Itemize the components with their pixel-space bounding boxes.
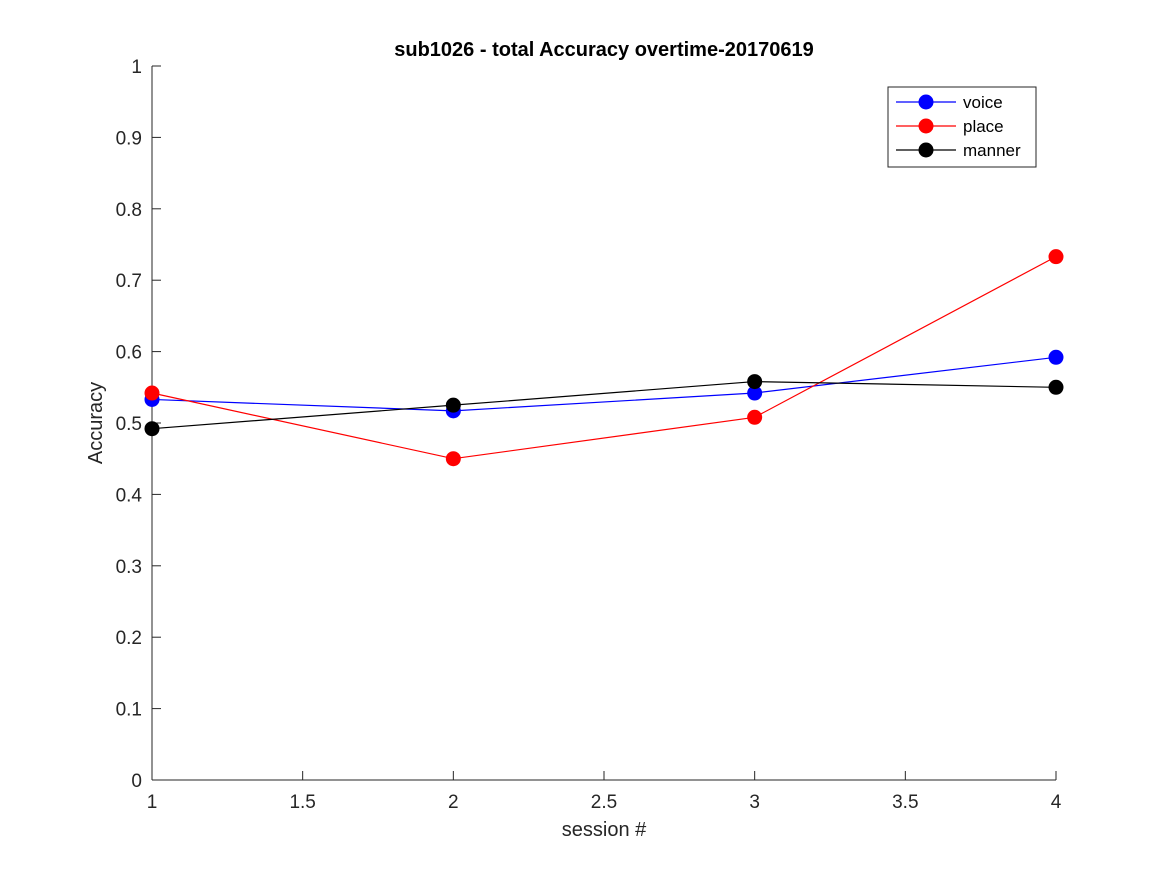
legend-marker-place xyxy=(918,118,934,134)
series-line-voice xyxy=(151,356,1057,412)
y-tick-label: 1 xyxy=(131,57,142,78)
data-point-place xyxy=(747,409,763,425)
y-tick-label: 0.1 xyxy=(116,700,142,721)
y-tick-label: 0.3 xyxy=(116,557,142,578)
y-tick-label: 0.9 xyxy=(116,128,142,149)
y-tick-label: 0.7 xyxy=(116,271,142,292)
legend-marker-voice xyxy=(918,94,934,110)
legend-marker-manner xyxy=(918,142,934,158)
y-tick-label: 0.8 xyxy=(116,200,142,221)
x-tick-label: 1.5 xyxy=(289,792,315,813)
x-tick-label: 3.5 xyxy=(892,792,918,813)
data-point-place xyxy=(445,451,461,467)
plot-area xyxy=(144,249,1064,467)
data-point-manner xyxy=(445,397,461,413)
series-line-place xyxy=(151,256,1057,460)
x-tick-label: 2.5 xyxy=(591,792,617,813)
data-point-manner xyxy=(144,421,160,437)
x-tick-label: 4 xyxy=(1051,792,1062,813)
legend-box xyxy=(887,86,1037,168)
data-point-manner xyxy=(1048,379,1064,395)
data-point-place xyxy=(1048,249,1064,265)
chart-title: sub1026 - total Accuracy overtime-201706… xyxy=(394,39,813,61)
y-tick-label: 0.5 xyxy=(116,414,142,435)
x-tick-label: 3 xyxy=(749,792,760,813)
legend: voice place manner xyxy=(887,86,1037,168)
y-tick-label: 0.2 xyxy=(116,628,142,649)
y-tick-label: 0.6 xyxy=(116,343,142,364)
series-line-manner xyxy=(151,380,1057,430)
y-tick-label: 0 xyxy=(131,771,142,792)
axes: 1 1.5 2 2.5 3 3.5 4 0 0.1 0.2 0.3 0.4 0.5 0.6 0.7 0.8 0.… xyxy=(116,57,1062,813)
x-tick-label: 1 xyxy=(147,792,158,813)
y-axis-label: Accuracy xyxy=(85,382,107,464)
y-tick-label: 0.4 xyxy=(116,485,143,506)
legend-label-manner: manner xyxy=(963,141,1021,160)
x-tick-label: 2 xyxy=(448,792,459,813)
legend-label-place: place xyxy=(963,117,1004,136)
data-point-place xyxy=(144,385,160,401)
data-point-manner xyxy=(747,374,763,390)
data-point-voice xyxy=(1048,349,1064,365)
x-axis-label: session # xyxy=(562,819,647,841)
legend-label-voice: voice xyxy=(963,93,1003,112)
